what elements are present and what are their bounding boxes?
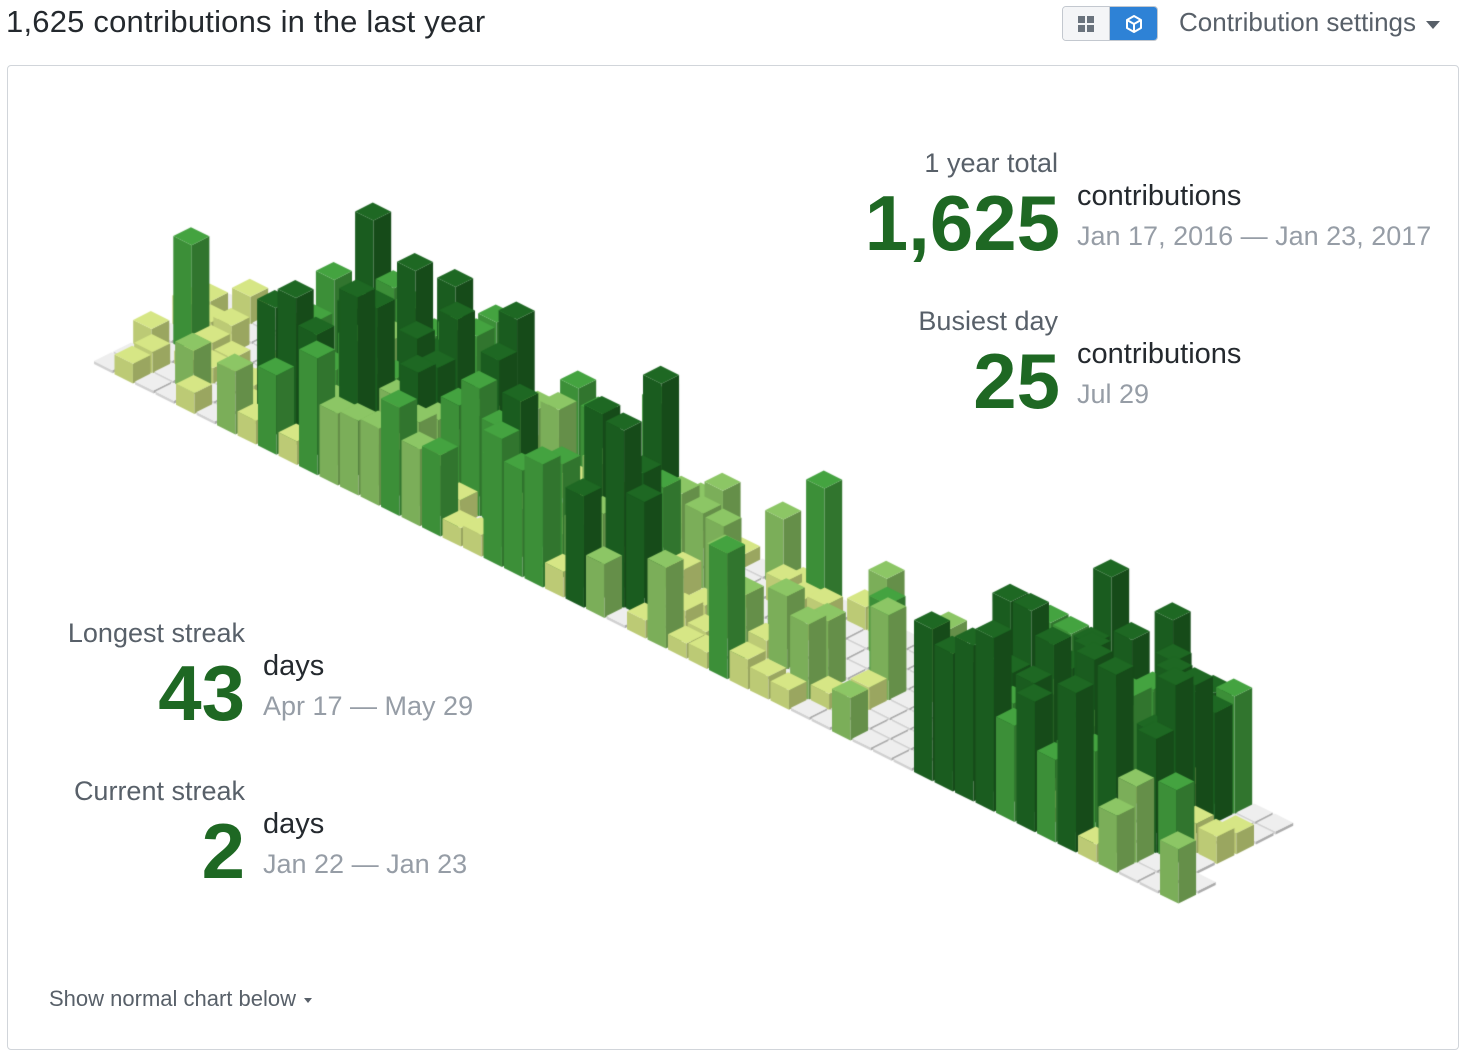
longest-streak-unit: days [263,650,325,682]
longest-streak-details: days Apr 17 — May 29 [263,650,473,722]
busiest-day-label: Busiest day [918,306,1058,336]
current-streak-unit: days [263,808,325,840]
page-heading: 1,625 contributions in the last year [6,4,486,39]
isometric-view-button[interactable] [1110,7,1157,40]
contribution-settings-label: Contribution settings [1179,7,1417,37]
year-total-unit: contributions [1077,180,1242,212]
contribution-settings-dropdown[interactable]: Contribution settings [1179,7,1441,38]
year-total-details: contributions Jan 17, 2016 — Jan 23, 201… [1077,180,1431,252]
grid-icon [1078,15,1094,32]
current-streak-details: days Jan 22 — Jan 23 [263,808,467,880]
current-streak-range: Jan 22 — Jan 23 [263,849,468,879]
busiest-day-value: 25 [973,337,1060,425]
year-total-range: Jan 17, 2016 — Jan 23, 2017 [1077,221,1432,251]
cube-icon [1125,14,1142,33]
current-streak-label: Current streak [73,776,245,806]
caret-down-icon [304,998,313,1003]
current-streak-stat: Current streak [74,776,245,807]
year-total-value: 1,625 [864,179,1060,267]
show-normal-chart-toggle[interactable]: Show normal chart below [49,986,313,1012]
busiest-day-unit: contributions [1077,338,1242,370]
busiest-day-details: contributions Jul 29 [1077,338,1241,410]
busiest-day-stat: Busiest day [918,306,1058,337]
current-streak-value: 2 [201,807,245,895]
longest-streak-value: 43 [158,649,245,737]
show-normal-chart-label: Show normal chart below [49,986,297,1011]
year-total-stat: 1 year total [924,148,1058,179]
longest-streak-stat: Longest streak [68,618,245,649]
chevron-down-icon [1426,20,1441,29]
longest-streak-range: Apr 17 — May 29 [263,691,474,721]
contribution-panel: 1 year total 1,625 contributions Jan 17,… [7,65,1459,1050]
year-total-label: 1 year total [924,148,1058,178]
busiest-day-range: Jul 29 [1077,379,1150,409]
isometric-contribution-chart [8,66,1458,1049]
longest-streak-label: Longest streak [67,618,245,648]
view-toggle [1062,6,1158,41]
grid-view-button[interactable] [1063,7,1110,40]
